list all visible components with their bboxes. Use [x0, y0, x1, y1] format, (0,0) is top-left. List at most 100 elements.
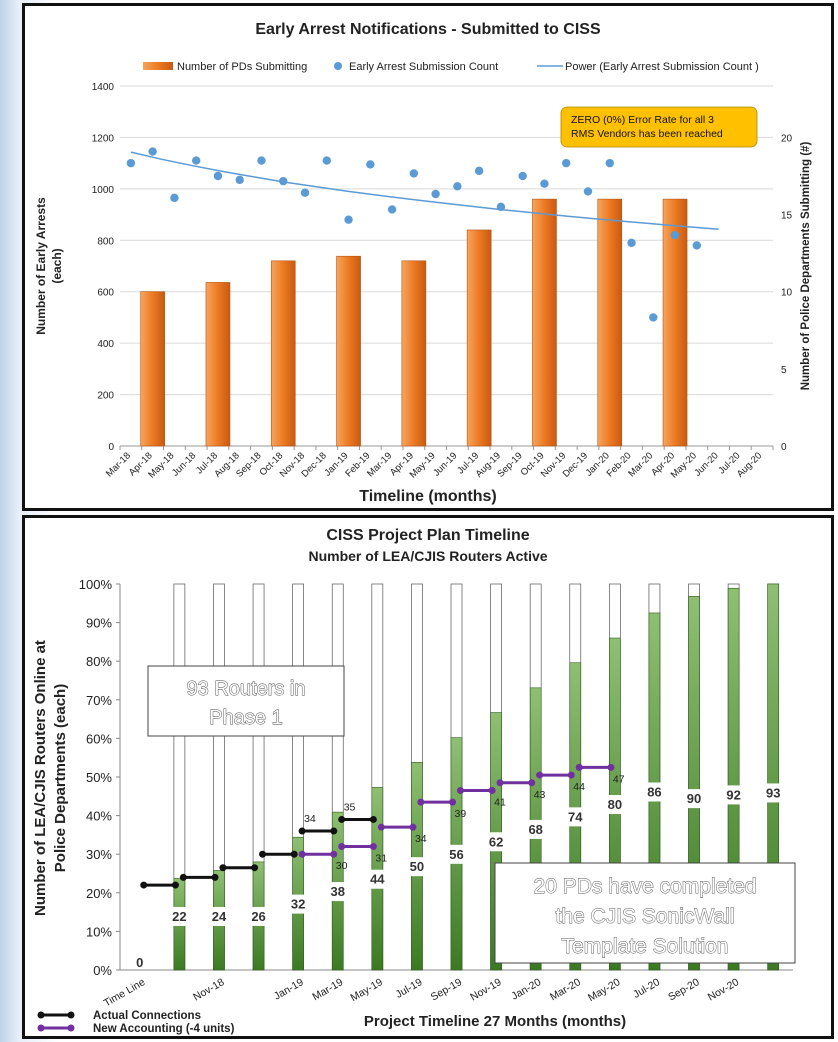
- power-trendline: [130, 151, 719, 230]
- y2-tick-label: 10: [781, 288, 793, 299]
- x-tick-label: Jun-18: [170, 450, 198, 478]
- point-arrests-Mar-18: [126, 158, 136, 168]
- legend-actual-dot: [67, 1011, 75, 1019]
- annotation-line-1: ZERO (0%) Error Rate for all 3: [571, 114, 714, 126]
- chart-title: CISS Project Plan Timeline: [326, 527, 529, 544]
- annotation-line-2: RMS Vendors has been reached: [571, 128, 723, 140]
- legend-scatter-label: Early Arrest Submission Count: [349, 61, 498, 73]
- y-tick-label: 50%: [86, 770, 112, 785]
- point-arrests-Sep-19: [518, 171, 527, 181]
- new-accounting-dot: [369, 842, 377, 850]
- point-arrests-Aug-19: [496, 202, 506, 212]
- actual-connection-dot: [290, 850, 298, 858]
- bar-pds-Apr-19: [401, 260, 427, 447]
- y-tick-label: 100%: [79, 577, 113, 592]
- point-arrests-Jun-19: [453, 182, 462, 191]
- x-tick-label: Mar-20: [626, 450, 655, 479]
- legend-trend-label: Power (Early Arrest Submission Count ): [565, 61, 759, 73]
- y-axis-title-line2: Police Departments (each): [52, 684, 69, 872]
- value-label-bg: [324, 882, 351, 902]
- x-tick-label: Dec-19: [561, 450, 590, 479]
- x-tick-label: May-19: [348, 976, 384, 1004]
- point-arrests-Aug-18: [235, 175, 244, 185]
- value-label-bg: [166, 906, 193, 926]
- value-label-Nov-20: 92: [726, 787, 740, 802]
- value-label-May-19: 44: [370, 872, 385, 887]
- value-label-Mar-19: 38: [331, 884, 345, 899]
- point-arrests-Jan-20: [605, 158, 614, 168]
- y-tick-label: 800: [97, 236, 114, 247]
- point-arrests-Nov-19: [562, 158, 571, 168]
- new-accounting-label: 30: [336, 860, 348, 872]
- x-tick-label: Mar-19: [365, 450, 394, 479]
- new-accounting-dot: [338, 842, 346, 850]
- legend-scatter-swatch: [334, 62, 342, 70]
- x-tick-label: May-20: [586, 976, 622, 1004]
- bar-routers-Nov-20: [727, 587, 740, 971]
- x-tick-label: Aug-20: [735, 450, 764, 479]
- value-label-Jan-19: 32: [291, 897, 305, 912]
- y-axis-title-line2: (each): [50, 248, 64, 283]
- value-label-May-20: 80: [608, 797, 622, 812]
- y-tick-label: 600: [97, 288, 114, 299]
- legend-accounting-label: New Accounting (-4 units): [93, 1023, 235, 1035]
- value-label-Sep-20: 90: [687, 791, 701, 806]
- point-arrests-Jan-19: [344, 215, 353, 224]
- value-label-Time Line: 0: [136, 955, 143, 970]
- new-accounting-label: 39: [455, 808, 467, 820]
- value-label-bg: [601, 795, 628, 815]
- value-label-bg: [483, 832, 510, 852]
- bar-routers-Sep-20: [688, 596, 700, 971]
- value-label-Mar-20: 74: [568, 809, 583, 824]
- callout-pds-line-3: Template Solution: [562, 935, 729, 958]
- point-arrests-Nov-18: [300, 188, 310, 197]
- y-tick-label: 0: [108, 442, 114, 453]
- project-timeline-chart: CISS Project Plan Timeline Number of LEA/…: [32, 527, 796, 1035]
- x-tick-label: Time Line: [102, 976, 148, 1009]
- value-label-bg: [760, 783, 787, 803]
- new-accounting-dot: [536, 771, 544, 779]
- new-accounting-dot: [528, 779, 536, 787]
- x-tick-label: Sep-20: [666, 976, 701, 1003]
- point-arrests-Apr-18: [148, 147, 157, 156]
- value-label-bg: [285, 894, 312, 914]
- x-tick-label: Jun-20: [692, 450, 720, 478]
- new-accounting-label: 44: [573, 781, 585, 793]
- bar-pds-Jul-18: [205, 282, 231, 447]
- chart-title: Early Arrest Notifications - Submitted t…: [255, 21, 601, 38]
- new-accounting-dot: [377, 823, 385, 831]
- y-tick-label: 200: [97, 391, 114, 402]
- value-label-Dec-20: 93: [766, 785, 780, 800]
- y-tick-label: 90%: [86, 616, 112, 631]
- early-arrest-chart: Early Arrest Notifications - Submitted t…: [34, 21, 812, 505]
- value-label-bg: [522, 819, 549, 839]
- x-tick-label: Nov-20: [706, 976, 741, 1003]
- bar-pds-Jan-20: [597, 198, 623, 447]
- new-accounting-dot: [409, 823, 417, 831]
- value-label-bg: [403, 857, 430, 877]
- x-tick-label: Jul-19: [394, 976, 425, 1001]
- y-tick-label: 0%: [93, 963, 112, 978]
- callout-routers-box: [147, 665, 345, 737]
- bar-pds-Oct-18: [270, 260, 296, 447]
- legend-accounting-dot: [37, 1024, 45, 1032]
- y-tick-label: 30%: [86, 847, 112, 862]
- value-label-bg: [641, 782, 668, 802]
- y-tick-label: 400: [97, 339, 114, 350]
- value-label-bg: [245, 906, 272, 926]
- value-label-Jul-19: 50: [410, 859, 424, 874]
- x-tick-label: Jul-20: [631, 976, 662, 1001]
- x-tick-label: Jun-19: [431, 450, 459, 478]
- point-arrests-Oct-19: [540, 179, 549, 188]
- y-tick-label: 40%: [86, 809, 112, 824]
- point-arrests-May-18: [170, 193, 179, 203]
- new-accounting-dot: [496, 779, 504, 787]
- value-label-Nov-18: 24: [212, 909, 227, 924]
- callout-pds-line-1: 20 PDs have completed: [534, 875, 757, 898]
- point-arrests-Jul-19: [474, 166, 484, 176]
- legend-actual-dot: [37, 1011, 45, 1019]
- value-label-bg: [681, 789, 708, 809]
- y2-axis-title: Number of Police Departments Submitting …: [800, 142, 812, 391]
- annotation-box: [560, 106, 758, 148]
- actual-connection-dot: [219, 864, 227, 872]
